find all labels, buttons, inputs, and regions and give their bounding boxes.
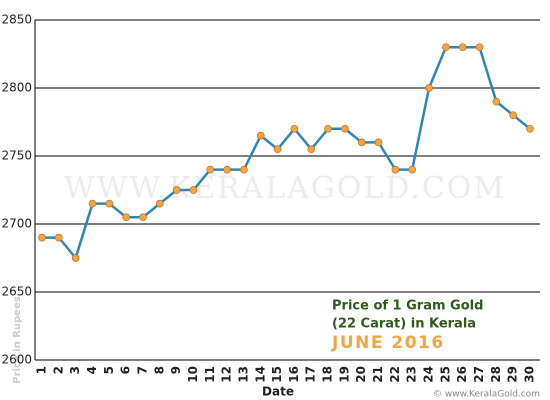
x-tick-label: 21 xyxy=(371,366,385,383)
point xyxy=(71,254,80,262)
y-axis-label: Price in Rupees xyxy=(12,296,23,383)
point xyxy=(475,43,484,52)
point xyxy=(290,124,299,133)
x-tick-label: 12 xyxy=(220,366,234,383)
point xyxy=(155,199,164,208)
x-tick-label: 13 xyxy=(236,366,250,383)
x-tick-label: 17 xyxy=(304,366,318,383)
x-tick-label: 3 xyxy=(68,366,82,374)
point xyxy=(206,165,215,174)
y-tick-label: 2800 xyxy=(1,81,32,95)
title-line: Price of 1 Gram Gold xyxy=(332,299,483,314)
x-tick-label: 23 xyxy=(405,366,419,383)
point xyxy=(273,145,282,154)
point xyxy=(425,84,433,92)
line xyxy=(42,45,531,261)
point xyxy=(122,213,130,222)
x-tick-label: 1 xyxy=(35,366,49,374)
watermark: WWW.KERALAGOLD.COM xyxy=(64,171,506,206)
point xyxy=(172,186,181,194)
x-tick-label: 7 xyxy=(135,366,149,374)
point xyxy=(223,165,231,174)
point xyxy=(307,145,316,154)
point xyxy=(189,186,198,194)
x-tick-label: 18 xyxy=(321,366,335,383)
point xyxy=(442,43,450,52)
y-tick-label: 2650 xyxy=(1,285,32,299)
point xyxy=(88,199,97,208)
x-tick-label: 6 xyxy=(119,366,133,374)
x-tick-label: 27 xyxy=(472,366,486,383)
x-tick-label: 9 xyxy=(169,366,183,374)
y-tick-label: 2600 xyxy=(1,353,32,367)
title-line: (22 Carat) in Kerala xyxy=(332,317,476,332)
point xyxy=(458,43,467,52)
x-tick-label: 30 xyxy=(523,366,537,383)
x-tick-label: 4 xyxy=(85,366,99,374)
point xyxy=(105,199,114,208)
x-tick-label: 25 xyxy=(438,366,452,383)
x-tick-label: 14 xyxy=(253,366,267,383)
y-tick-label: 2700 xyxy=(1,217,32,231)
point xyxy=(324,124,332,133)
point xyxy=(526,124,534,133)
point xyxy=(391,165,400,174)
y-tick-label: 2750 xyxy=(1,149,32,163)
x-tick-label: 5 xyxy=(102,366,116,374)
point xyxy=(509,111,518,120)
x-tick-label: 29 xyxy=(506,366,520,383)
x-tick-label: 28 xyxy=(489,366,503,383)
x-tick-label: 10 xyxy=(186,366,200,383)
footer: © www.KeralaGold.com xyxy=(433,390,540,400)
x-tick-label: 8 xyxy=(152,366,166,374)
x-tick-label: 22 xyxy=(388,366,402,383)
point xyxy=(492,97,501,106)
point xyxy=(240,165,248,174)
x-tick-label: 20 xyxy=(354,366,368,383)
y-tick-label: 2850 xyxy=(1,13,32,27)
x-tick-label: 16 xyxy=(287,366,301,383)
point xyxy=(408,165,417,174)
x-tick-label: 11 xyxy=(203,366,217,383)
x-tick-label: 2 xyxy=(51,366,65,374)
point xyxy=(256,131,265,140)
point xyxy=(357,138,366,147)
point xyxy=(54,233,63,242)
point xyxy=(374,138,383,147)
x-tick-label: 24 xyxy=(422,366,436,383)
point xyxy=(38,233,46,242)
x-tick-label: 15 xyxy=(270,366,284,383)
point xyxy=(341,124,349,133)
point xyxy=(139,213,147,222)
x-tick-label: 26 xyxy=(455,366,469,383)
subtitle: JUNE 2016 xyxy=(331,333,445,353)
x-tick-label: 19 xyxy=(337,366,351,383)
x-axis-label: Date xyxy=(262,385,294,399)
